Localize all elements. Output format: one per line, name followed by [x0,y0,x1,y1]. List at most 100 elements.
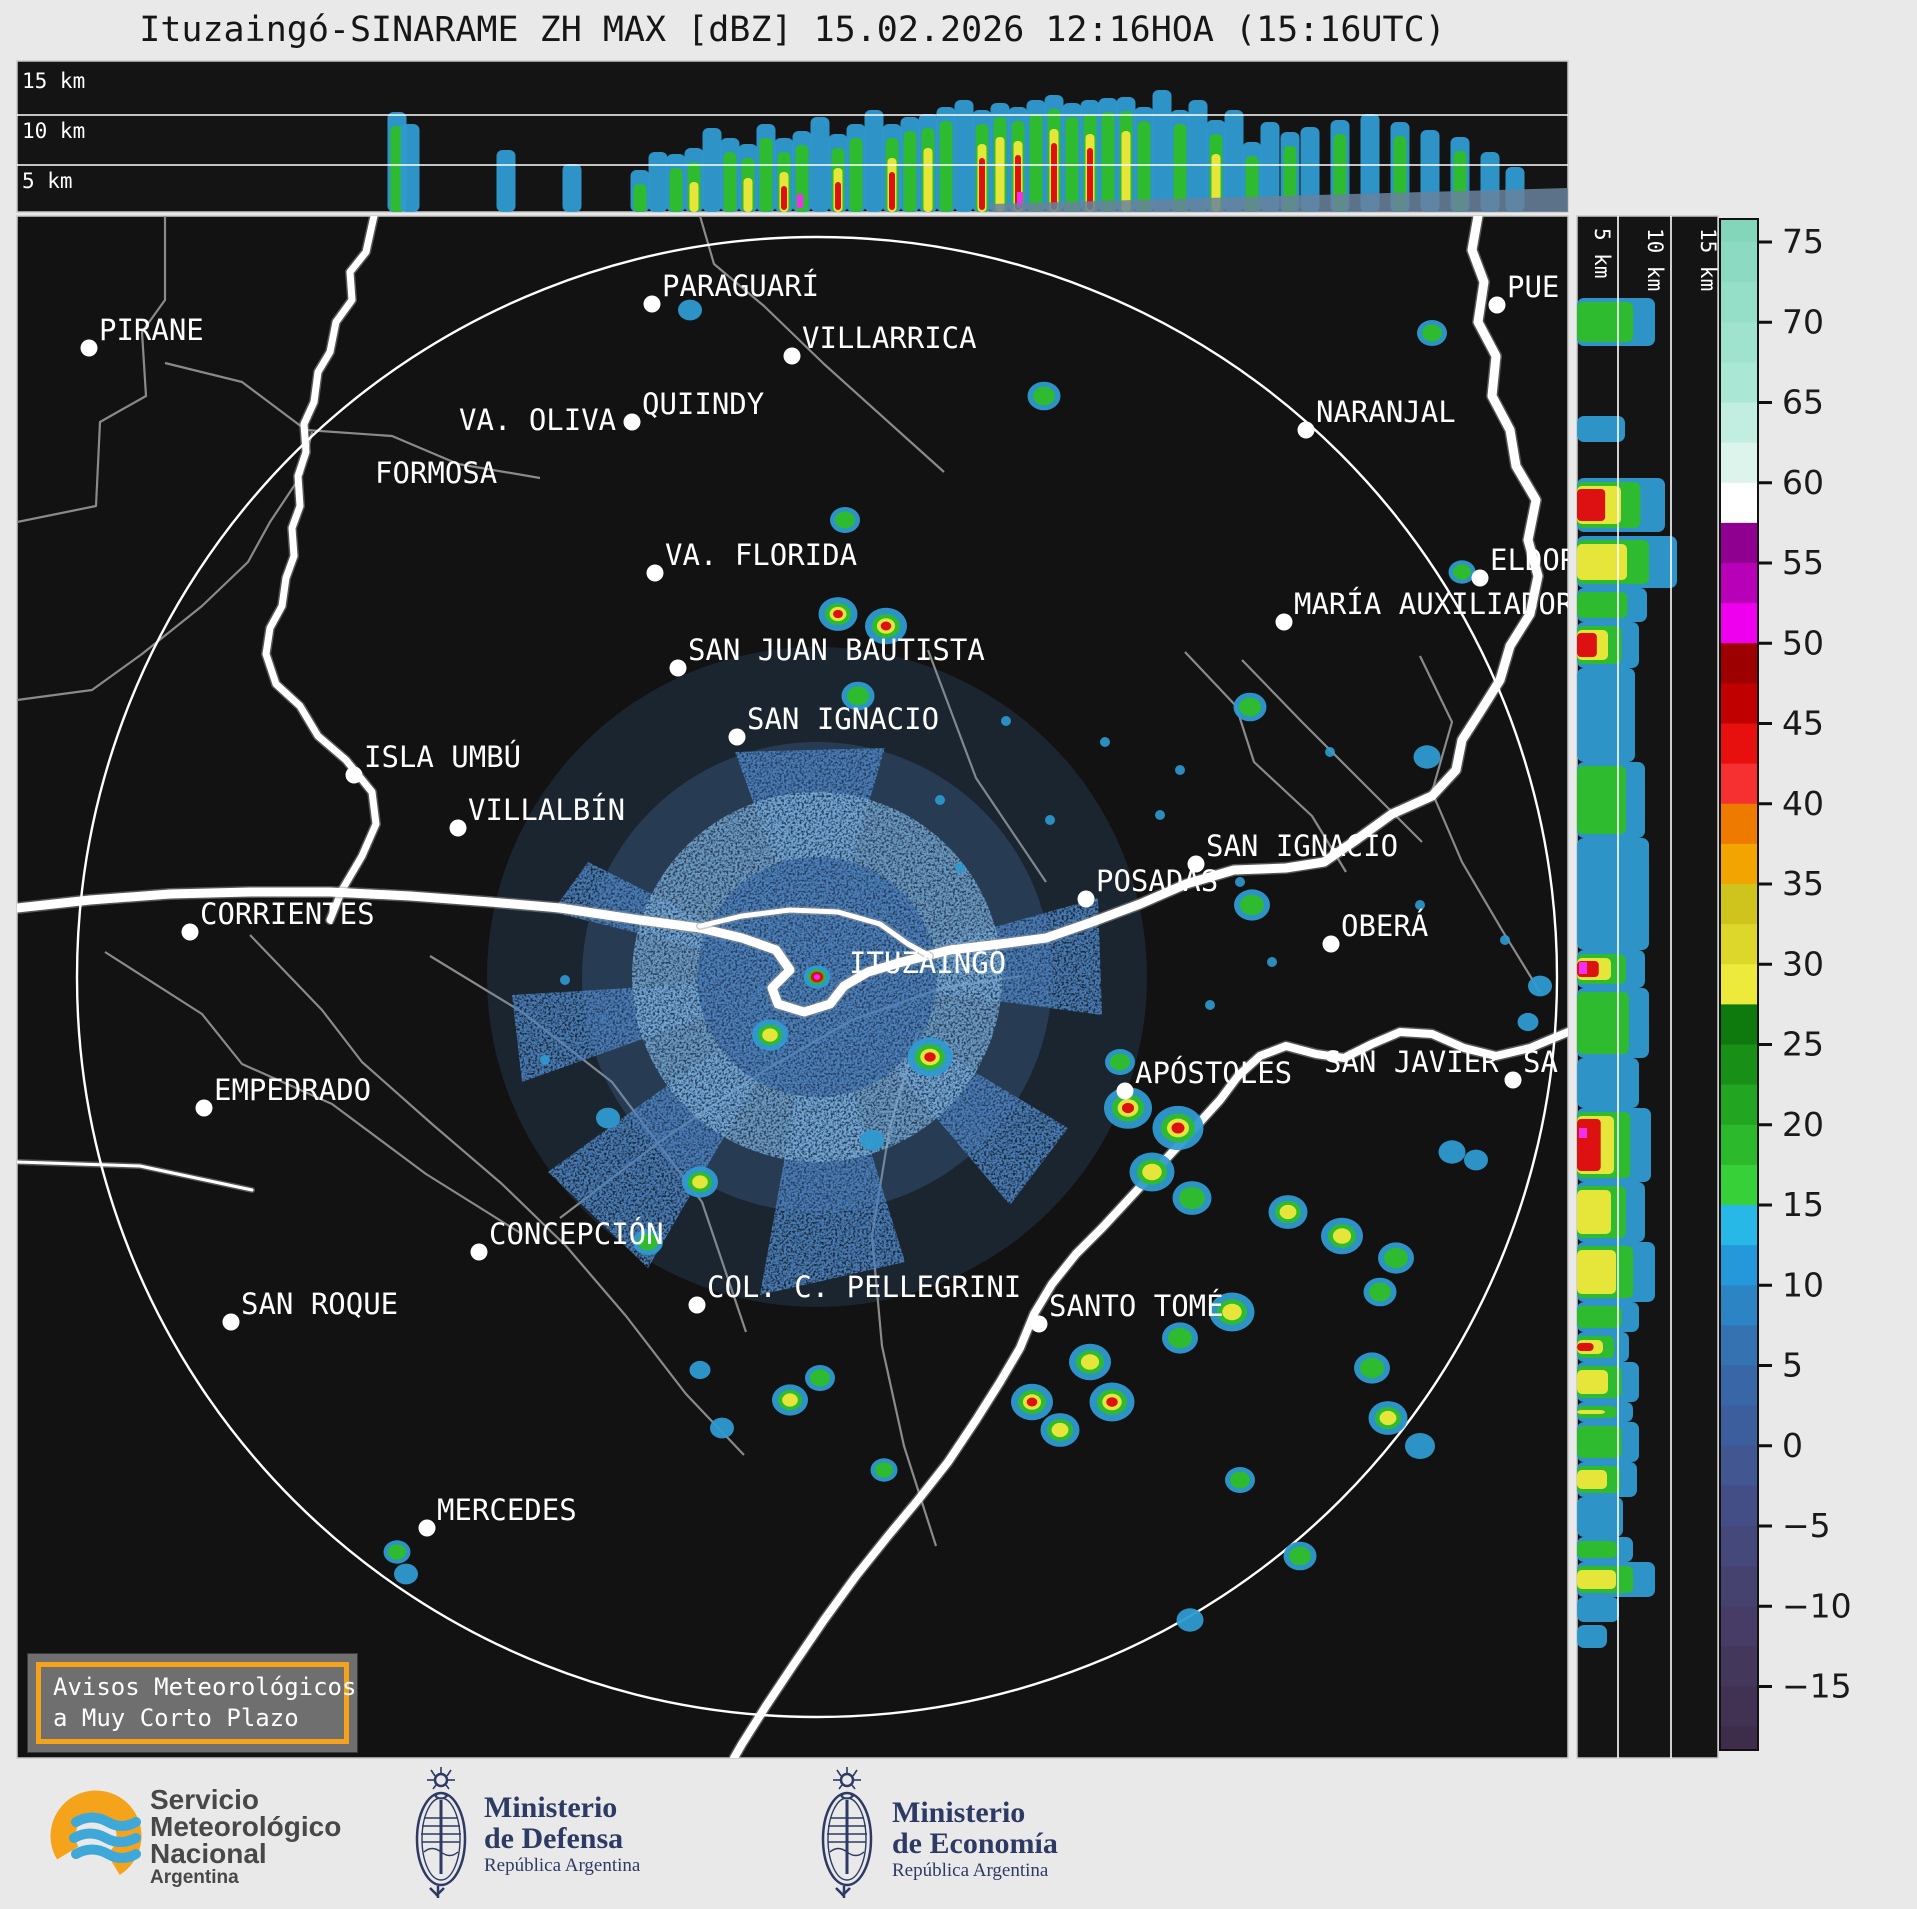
avisos-box: Avisos Meteorológicos a Muy Corto Plazo [27,1653,358,1753]
colorbar-segment [1720,1646,1758,1688]
echo-band-core [1577,1470,1607,1489]
storm-cell-core [1106,1397,1118,1407]
echo-column-core [1121,131,1131,212]
storm-cell [1438,1140,1466,1164]
colorbar-segment [1720,603,1758,644]
range-circle [75,235,1559,1719]
echo-column-core [759,138,773,212]
river [730,1028,1568,1758]
echo-speck [1267,957,1277,967]
colorbar-segment [1720,643,1758,684]
city-dot [623,413,641,431]
echo-band [1577,838,1649,950]
avisos-inner: Avisos Meteorológicos a Muy Corto Plazo [36,1662,356,1744]
echo-magenta-speck [797,194,803,208]
city-dot [643,295,661,313]
colorbar-segment [1720,1084,1758,1126]
echo-band [1577,1058,1639,1108]
city-label: SAN ROQUE [241,1287,398,1321]
echo-column-core [723,152,737,212]
city-label: APÓSTOLES [1135,1056,1292,1090]
height-axis-label: 10 km [22,119,85,143]
echo-speck [1205,1000,1215,1010]
colorbar-segment [1720,219,1758,243]
city-label: POSADAS [1096,864,1218,898]
storm-cell-core [1453,564,1471,580]
colorbar-segment [1720,1365,1758,1407]
echo-band-core [1577,489,1606,521]
storm-cell [1413,745,1441,769]
city-label: OBERÁ [1341,909,1428,943]
echo-column [1420,130,1440,212]
echo-column [1188,100,1208,212]
echo-column-core [923,148,933,212]
colorbar-segment [1720,1526,1758,1567]
colorbar-tick-label: 70 [1782,302,1824,341]
city-dot [222,1313,240,1331]
city-label: SANTO TOMÉ [1049,1289,1224,1323]
storm-cell [678,299,702,321]
echo-column-core [1283,146,1297,212]
echo-band-core [1577,633,1597,657]
echo-speck [955,863,965,873]
colorbar-tick-label: 25 [1782,1025,1824,1064]
defensa-line1: Ministerio [484,1791,618,1824]
province-border-line [104,951,523,1235]
storm-cell-core [1239,697,1261,717]
city-dot [345,766,363,784]
colorbar-segment [1720,482,1758,524]
city-label: SAN JUAN BAUTISTA [688,633,985,667]
colorbar-segment [1720,442,1758,484]
storm-cell [710,1417,734,1439]
storm-cell-core [1026,1397,1038,1407]
storm-cell-core [1033,386,1055,406]
city-label: PIRANE [99,313,204,347]
colorbar-frame [1719,218,1759,1751]
echo-column [562,164,582,212]
echo-band-core [1577,544,1627,580]
storm-cell-core [1110,1053,1130,1071]
colorbar-tick-label: −15 [1782,1667,1852,1706]
economia-sub: República Argentina [892,1860,1049,1881]
colorbar-segment [1720,1405,1758,1447]
map-layers: PIRANE PARAGUARÍ VILLARRICA QUIINDY VA. OLIV… [17,216,1578,1758]
colorbar-segment [1720,964,1758,1005]
echo-band-core [1577,1426,1622,1458]
province-border-line [926,649,1047,883]
echo-speck [1235,877,1245,887]
echo-band-core [1577,992,1629,1054]
colorbar-segment [1720,402,1758,444]
city-label: ELDOR [1490,543,1578,577]
city-dot [181,923,199,941]
echo-column [1300,127,1320,212]
echo-speck [1100,737,1110,747]
echo-band [1577,416,1625,442]
storm-cell-core [1171,1122,1185,1134]
city-dot [195,1099,213,1117]
city-dot [1297,421,1315,439]
city-label: FORMOSA [375,456,497,490]
echo-speck [1175,765,1185,775]
river [17,216,1543,1017]
city-dot [783,347,801,365]
echo-speck [1325,747,1335,757]
city-dot [1187,855,1205,873]
echo-speck [1500,935,1510,945]
colorbar-tick-label: 50 [1782,623,1824,662]
top-panel-echoes [387,90,1568,212]
storm-cell-core [875,1462,893,1478]
river [262,216,380,924]
storm-cell-core [1369,1282,1391,1302]
echo-column-core [390,126,404,212]
height-axis-label-vertical: 15 km [1696,228,1720,291]
echo-column [496,150,516,212]
colorbar-segment [1720,1124,1758,1166]
smn-line3: Nacional [150,1838,267,1869]
river [697,907,933,959]
echo-magenta-speck [1017,192,1023,208]
echo-column [954,100,974,212]
colorbar-segment [1720,683,1758,725]
city-label: ITUZAINGÓ [849,946,1006,980]
echo-band-core [1577,1570,1616,1589]
city-label: MERCEDES [437,1493,577,1527]
